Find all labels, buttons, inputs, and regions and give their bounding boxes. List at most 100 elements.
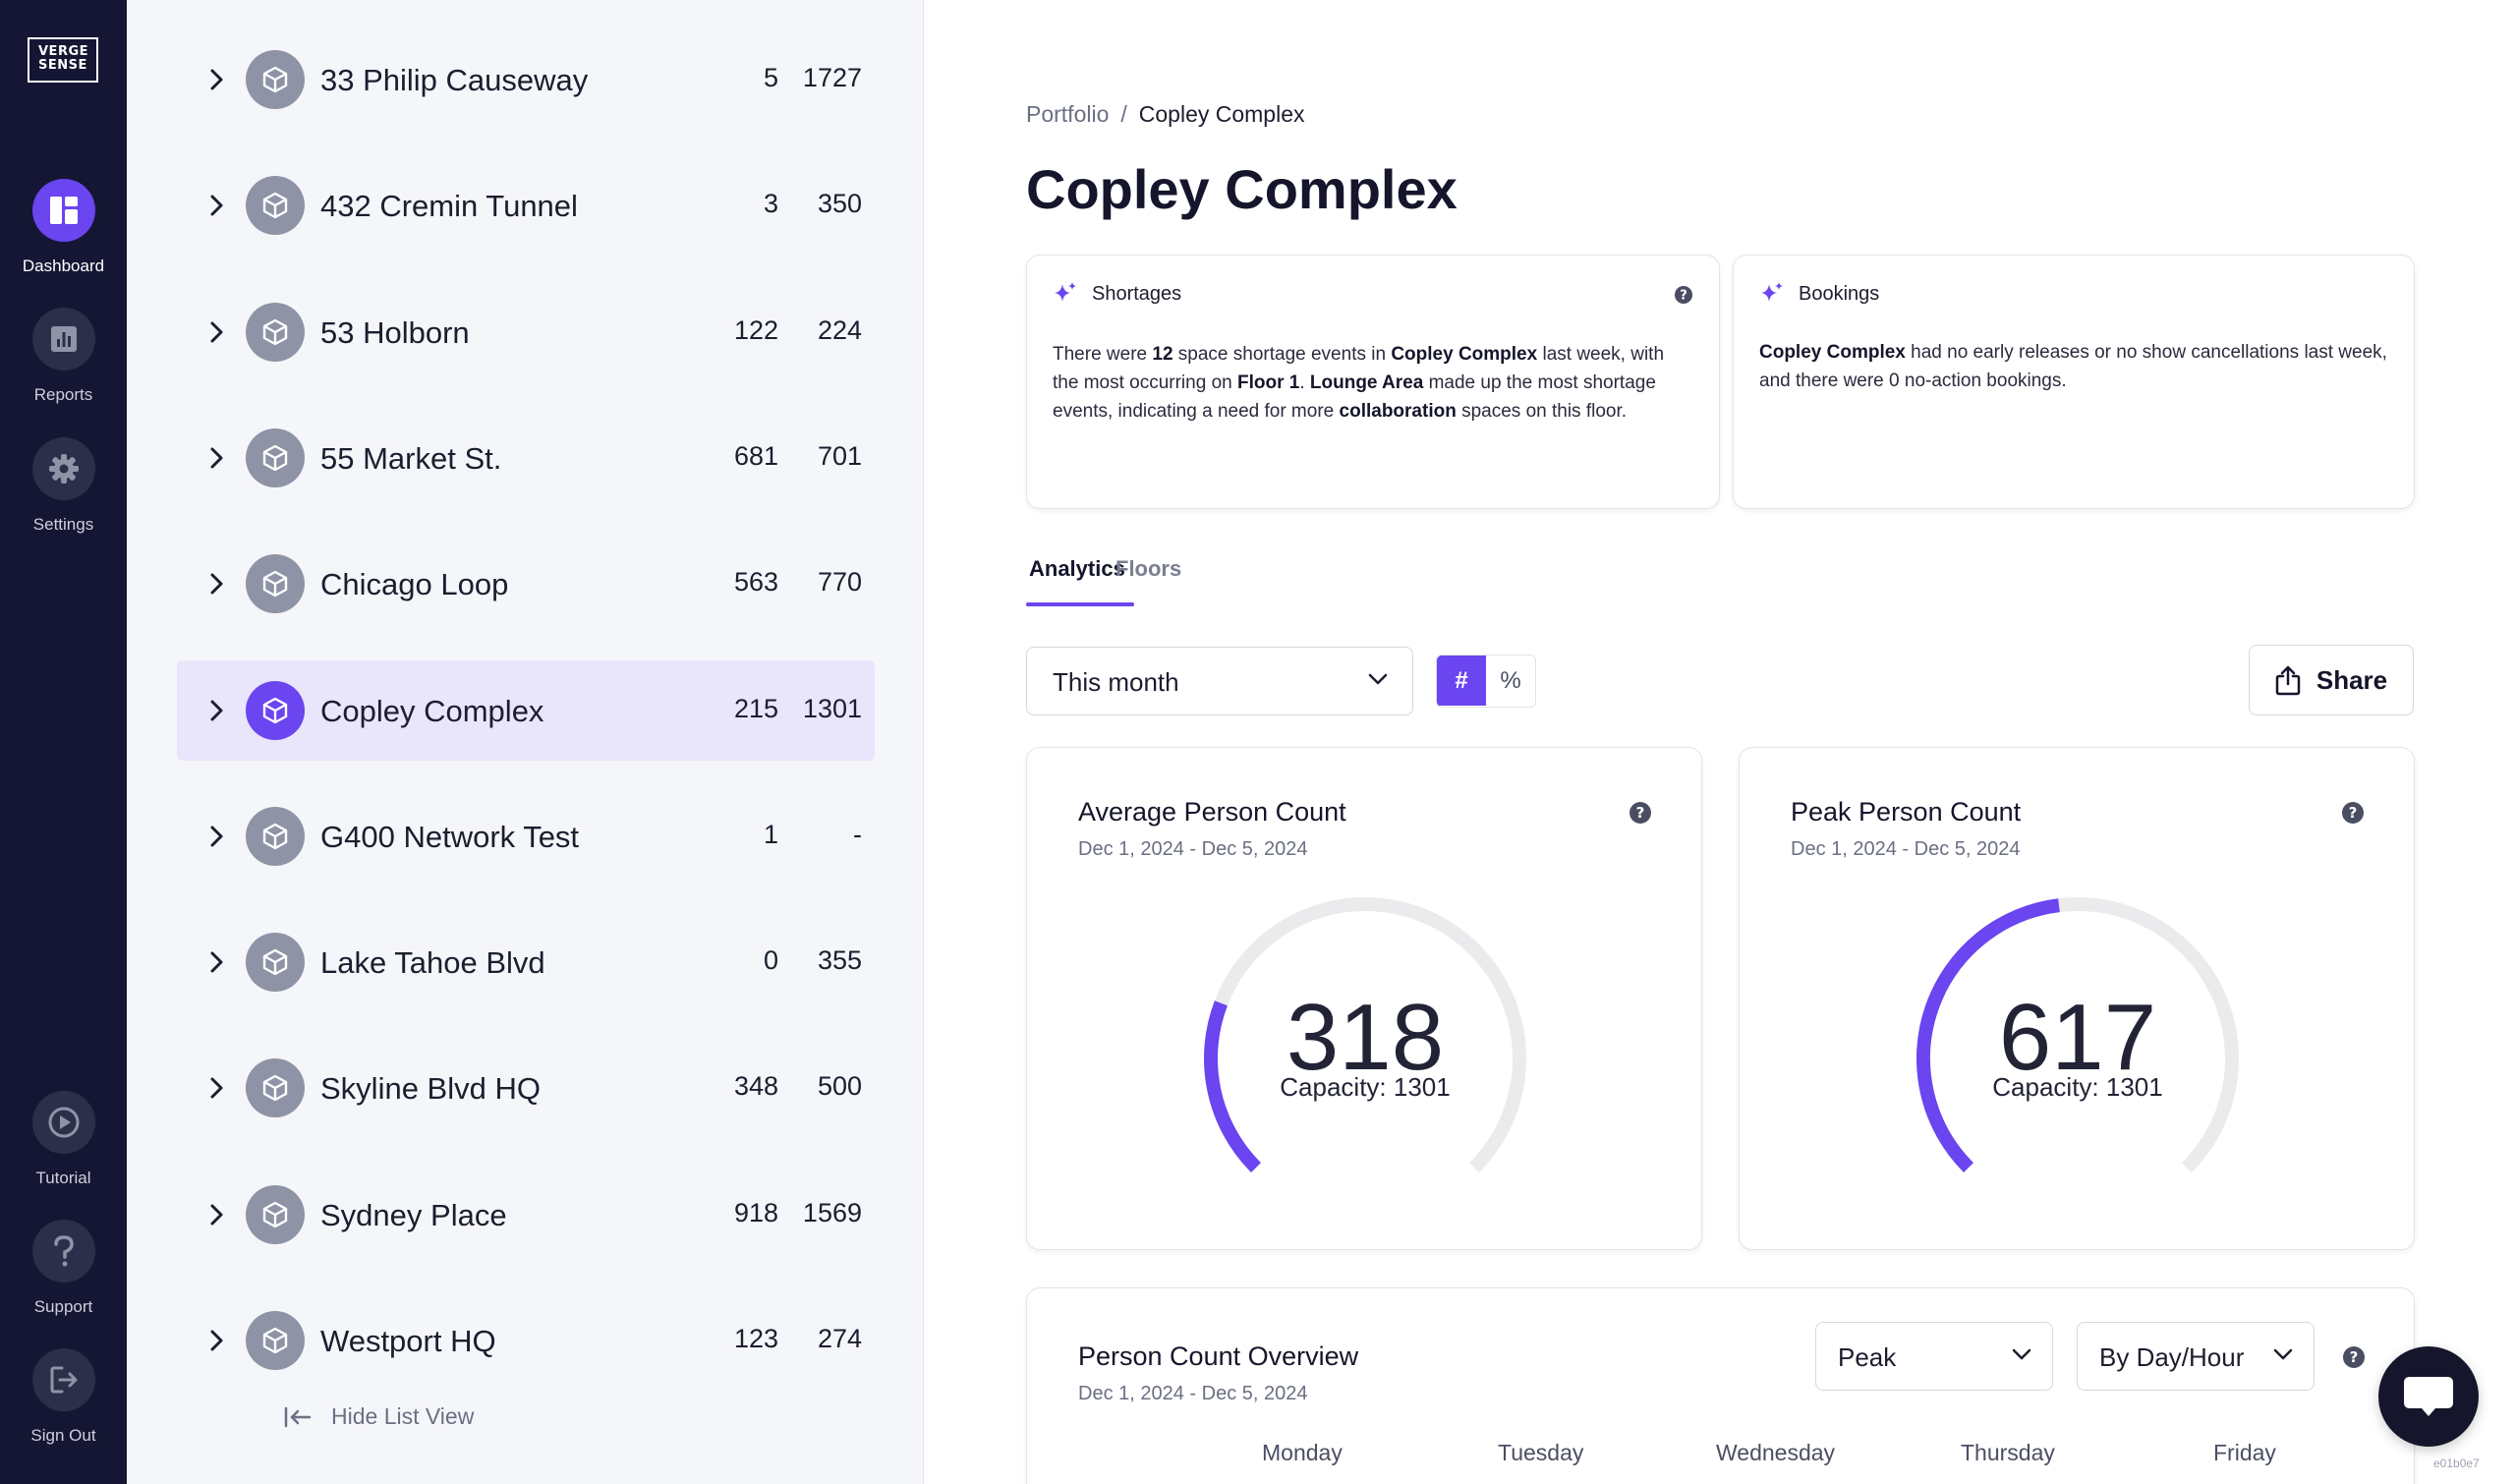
average-capacity: Capacity: 1301 [1280, 1072, 1451, 1102]
day-header: Thursday [1961, 1440, 2055, 1465]
chevron-right-icon[interactable] [204, 192, 230, 219]
shortages-text: There were 12 space shortage events in C… [1053, 344, 1665, 422]
chevron-right-icon[interactable] [204, 1074, 230, 1102]
building-value-2: 1569 [802, 1198, 862, 1227]
tab-analytics[interactable]: Analytics [1029, 556, 1125, 581]
chevron-right-icon[interactable] [204, 318, 230, 346]
building-row[interactable]: G400 Network Test 1 - [177, 786, 875, 886]
building-value-1: 681 [733, 441, 778, 471]
building-value-2: 500 [817, 1071, 862, 1101]
nav-dashboard-label: Dashboard [22, 257, 105, 275]
building-row[interactable]: 432 Cremin Tunnel 3 350 [177, 155, 875, 256]
help-icon[interactable]: ? [1674, 285, 1693, 305]
overview-dates: Dec 1, 2024 - Dec 5, 2024 [1078, 1383, 1308, 1404]
building-cube-icon [246, 1185, 305, 1244]
metric-select[interactable]: Peak [1815, 1322, 2053, 1391]
sign-out-icon [31, 1348, 95, 1411]
peak-capacity: Capacity: 1301 [1992, 1072, 2163, 1102]
help-icon[interactable]: ? [2341, 801, 2365, 825]
breadcrumb-portfolio[interactable]: Portfolio [1026, 101, 1110, 127]
help-icon[interactable]: ? [1629, 801, 1652, 825]
building-row[interactable]: 53 Holborn 122 224 [177, 282, 875, 382]
svg-text:?: ? [2350, 1348, 2359, 1366]
breadcrumb: Portfolio / Copley Complex [1026, 101, 1305, 128]
share-button[interactable]: Share [2249, 645, 2414, 715]
peak-card-dates: Dec 1, 2024 - Dec 5, 2024 [1791, 838, 2021, 860]
day-header: Tuesday [1498, 1440, 1584, 1465]
nav-reports[interactable]: Reports [0, 308, 127, 405]
building-name: Copley Complex [320, 694, 544, 728]
grouping-select[interactable]: By Day/Hour [2077, 1322, 2315, 1391]
building-value-1: 1 [763, 820, 778, 849]
building-row[interactable]: 33 Philip Causeway 5 1727 [177, 29, 875, 130]
building-value-2: 701 [817, 441, 862, 471]
chat-bubble-icon [2404, 1377, 2453, 1416]
chevron-right-icon[interactable] [204, 823, 230, 850]
share-label: Share [2316, 664, 2388, 695]
date-range-select[interactable]: This month [1026, 647, 1413, 715]
chevron-right-icon[interactable] [204, 948, 230, 976]
building-value-2: 1301 [802, 694, 862, 723]
help-icon[interactable]: ? [2342, 1345, 2366, 1369]
chevron-right-icon[interactable] [204, 66, 230, 93]
building-cube-icon [246, 807, 305, 866]
building-cube-icon [246, 554, 305, 613]
build-id: e01b0e7 [2433, 1456, 2480, 1470]
building-cube-icon [246, 428, 305, 487]
building-row[interactable]: 55 Market St. 681 701 [177, 408, 875, 508]
building-row[interactable]: Westport HQ 123 274 [177, 1290, 875, 1391]
building-value-1: 5 [763, 63, 778, 92]
nav-dashboard[interactable]: Dashboard [0, 179, 127, 276]
chevron-down-icon [2273, 1348, 2293, 1360]
building-value-1: 563 [733, 567, 778, 597]
building-row[interactable]: Skyline Blvd HQ 348 500 [177, 1038, 875, 1138]
nav-tutorial[interactable]: Tutorial [0, 1091, 127, 1188]
nav-settings[interactable]: Settings [0, 437, 127, 535]
hide-list-view-label: Hide List View [331, 1403, 475, 1429]
count-toggle-button[interactable]: # [1437, 656, 1486, 706]
average-gauge-fill [1204, 1000, 1261, 1172]
peak-gauge-fill [1916, 898, 2060, 1172]
tab-floors[interactable]: Floors [1115, 556, 1182, 581]
nav-sign-out[interactable]: Sign Out [0, 1348, 127, 1446]
building-cube-icon [246, 303, 305, 362]
building-name: G400 Network Test [320, 820, 580, 854]
building-row[interactable]: Copley Complex 215 1301 [177, 660, 875, 761]
building-name: Sydney Place [320, 1198, 507, 1232]
svg-text:?: ? [1680, 289, 1687, 304]
nav-support-label: Support [33, 1297, 93, 1316]
person-count-overview-card: Person Count Overview Dec 1, 2024 - Dec … [1026, 1287, 2415, 1484]
shortages-card: Shortages ? There were 12 space shortage… [1026, 255, 1720, 509]
building-row[interactable]: Lake Tahoe Blvd 0 355 [177, 912, 875, 1012]
grouping-select-value: By Day/Hour [2099, 1342, 2245, 1372]
chevron-right-icon[interactable] [204, 570, 230, 598]
chevron-right-icon[interactable] [204, 444, 230, 472]
chevron-right-icon[interactable] [204, 1327, 230, 1354]
chevron-right-icon[interactable] [204, 697, 230, 724]
peak-card-title: Peak Person Count [1791, 797, 2022, 827]
bookings-title: Bookings [1799, 282, 1880, 305]
chat-button[interactable] [2378, 1346, 2479, 1447]
bookings-card: Bookings Copley Complex had no early rel… [1733, 255, 2415, 509]
sparkle-icon [1761, 282, 1783, 302]
building-list-panel: 33 Philip Causeway 5 1727 432 Cremin Tunnel… [127, 0, 924, 1484]
nav-rail: VERGE SENSE Dashboard Reports Settings T… [0, 0, 127, 1484]
average-gauge [1204, 897, 1526, 1172]
building-row[interactable]: Sydney Place 918 1569 [177, 1165, 875, 1265]
vergesense-logo[interactable]: VERGE SENSE [28, 37, 98, 83]
building-value-1: 918 [733, 1198, 778, 1227]
building-row[interactable]: Chicago Loop 563 770 [177, 534, 875, 634]
building-value-2: 274 [817, 1324, 862, 1353]
reports-icon [31, 308, 95, 371]
nav-support[interactable]: Support [0, 1220, 127, 1317]
nav-settings-label: Settings [32, 515, 94, 534]
chevron-right-icon[interactable] [204, 1201, 230, 1228]
nav-reports-label: Reports [33, 385, 93, 404]
day-header: Friday [2213, 1440, 2276, 1465]
building-name: 432 Cremin Tunnel [320, 189, 578, 223]
building-cube-icon [246, 933, 305, 992]
percent-toggle-button[interactable]: % [1486, 656, 1535, 706]
date-range-value: This month [1053, 667, 1179, 697]
hide-list-view-button[interactable]: Hide List View [284, 1403, 474, 1430]
sparkle-icon [1055, 282, 1076, 302]
